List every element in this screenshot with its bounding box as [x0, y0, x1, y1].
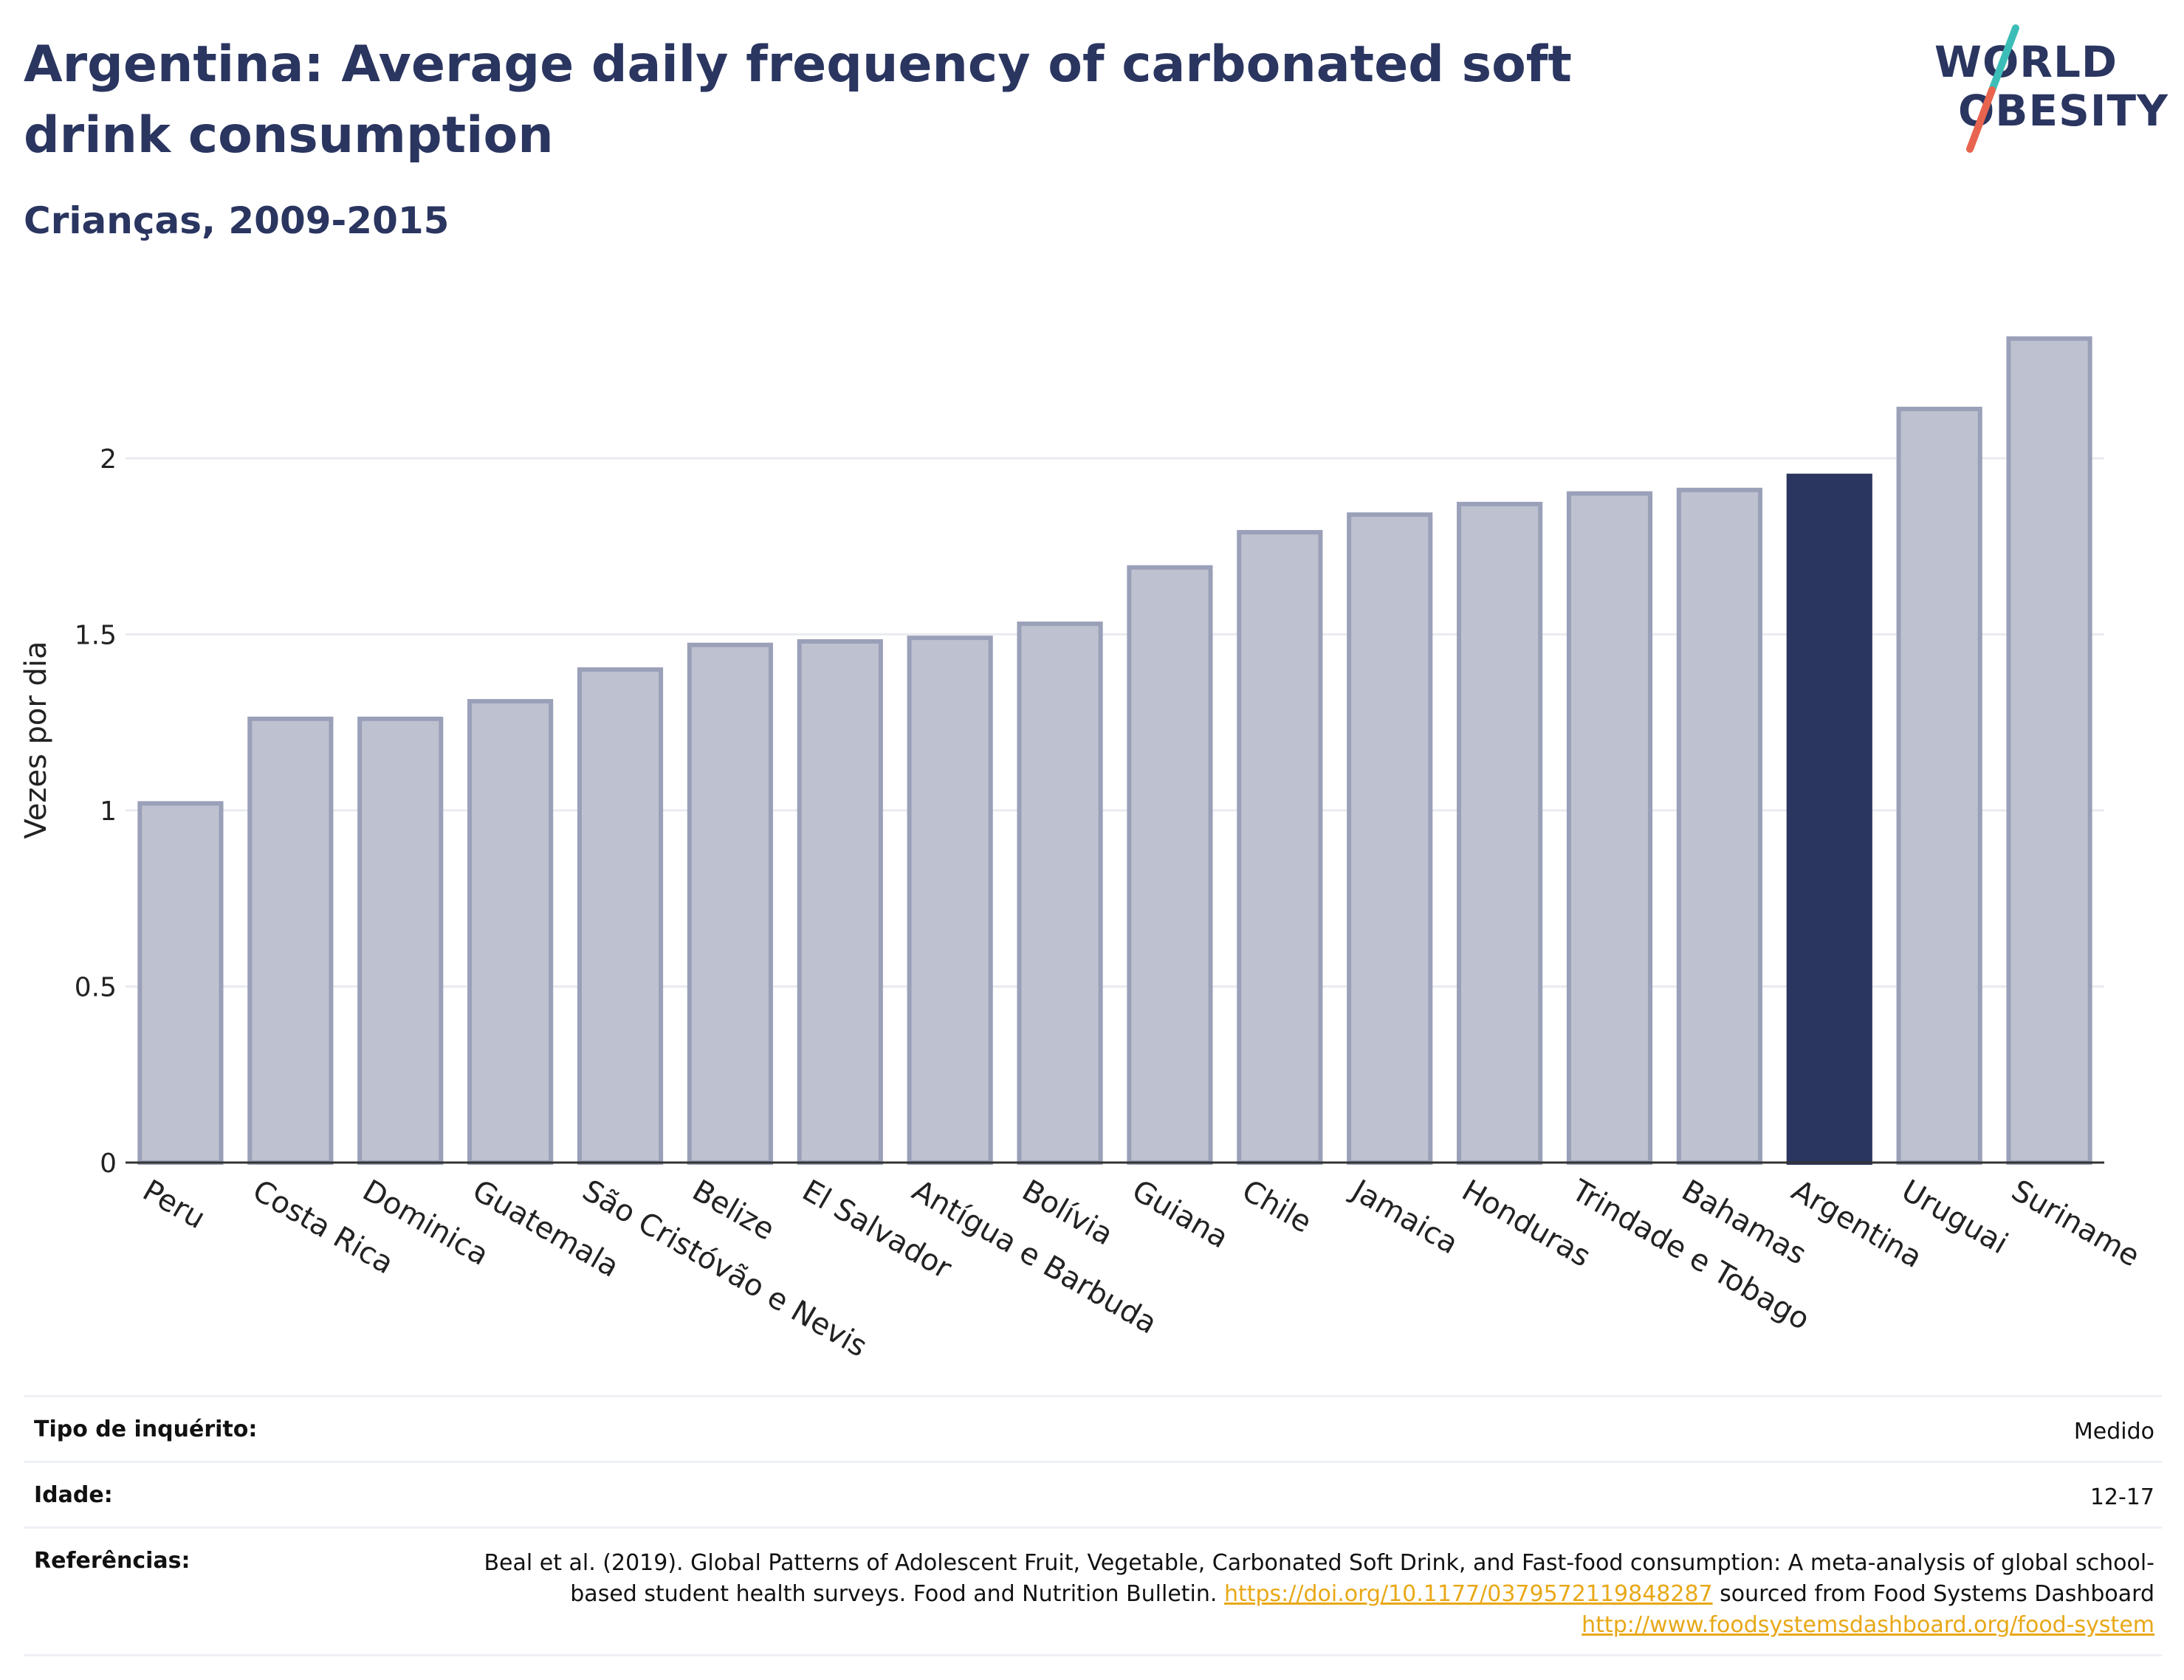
age-label: Idade: — [34, 1482, 113, 1508]
references-row: Referências: Beal et al. (2019). Global … — [24, 1526, 2162, 1656]
bar-bol-via — [1017, 622, 1103, 1165]
bar-argentina — [1786, 473, 1872, 1165]
bar-s-o-crist-v-o-e-nevis — [577, 667, 664, 1165]
y-tick-label: 0 — [100, 1149, 117, 1179]
bar-bahamas — [1676, 487, 1762, 1166]
logo-line-1: WORLD — [1934, 37, 2118, 87]
chart-subtitle: Crianças, 2009-2015 — [24, 199, 450, 242]
survey-type-label: Tipo de inquérito: — [34, 1416, 258, 1442]
bar-guatemala — [467, 699, 554, 1165]
references-value: Beal et al. (2019). Global Patterns of A… — [456, 1548, 2154, 1641]
world-obesity-logo: WORLD OBESITY — [1927, 22, 2171, 155]
x-tick-label: Jamaica — [1345, 1172, 1464, 1261]
logo-slash-icon — [1966, 24, 2019, 153]
x-tick-label: Chile — [1236, 1174, 1317, 1240]
bar-peru — [137, 801, 224, 1165]
doi-link[interactable]: https://doi.org/10.1177/0379572119848287 — [1223, 1581, 1713, 1607]
survey-type-value: Medido — [2073, 1419, 2154, 1445]
y-tick-label: 1 — [100, 796, 117, 827]
references-label: Referências: — [34, 1548, 190, 1574]
bar-belize — [687, 642, 773, 1165]
bar-ant-gua-e-barbuda — [907, 636, 993, 1166]
y-tick-label: 2 — [100, 444, 117, 475]
bar-trindade-e-tobago — [1566, 491, 1653, 1165]
metadata-table: Tipo de inquérito: Medido Idade: 12-17 R… — [24, 1395, 2162, 1656]
bar-jamaica — [1347, 512, 1433, 1165]
bar-chart: 0 0.5 1 1.5 2 Peru Costa RicaDominicaGuatemal… — [19, 336, 2146, 1364]
reference-text-1: Beal et al. (2019). Global Patterns of A… — [484, 1550, 2154, 1607]
age-row: Idade: 12-17 — [24, 1461, 2162, 1526]
bar-guiana — [1127, 565, 1213, 1165]
y-axis-title: Vezes por dia — [19, 641, 53, 839]
bar-chile — [1237, 530, 1323, 1166]
bar-honduras — [1457, 501, 1543, 1165]
chart-title: Argentina: Average daily frequency of ca… — [24, 35, 1572, 165]
bar-costa-rica — [247, 716, 334, 1165]
y-tick-label: 0.5 — [75, 972, 117, 1002]
food-systems-link[interactable]: http://www.foodsystemsdashboard.org/food… — [1582, 1612, 2154, 1638]
grid-lines — [126, 457, 2104, 988]
y-tick-labels: 0 0.5 1 1.5 2 — [75, 444, 117, 1179]
bar-uruguai — [1896, 407, 1982, 1165]
bar-dominica — [357, 716, 444, 1165]
y-tick-label: 1.5 — [75, 620, 117, 650]
x-tick-label: Suriname — [2006, 1174, 2146, 1274]
x-tick-label: Guiana — [1126, 1174, 1234, 1256]
age-value: 12-17 — [2089, 1484, 2154, 1510]
bar-suriname — [2006, 336, 2092, 1165]
bars — [137, 336, 2092, 1166]
survey-type-row: Tipo de inquérito: Medido — [24, 1395, 2162, 1461]
reference-text-2: sourced from Food Systems Dashboard — [1712, 1581, 2154, 1607]
bar-el-salvador — [797, 638, 883, 1165]
x-tick-label: Peru — [137, 1174, 210, 1236]
